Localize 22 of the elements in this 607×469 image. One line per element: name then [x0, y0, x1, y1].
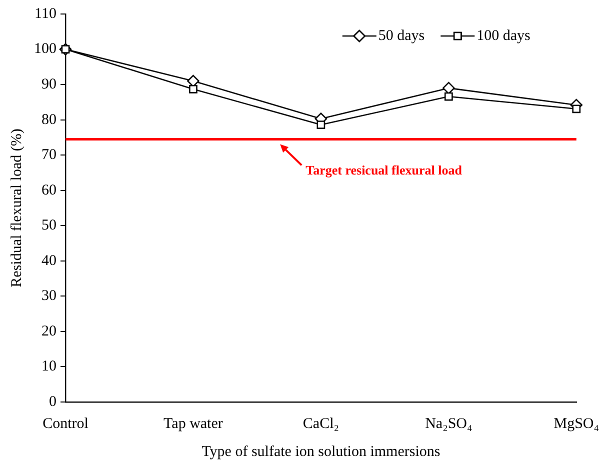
x-tick-label: Control [42, 416, 88, 432]
y-tick-label: 50 [42, 218, 56, 234]
legend-label: 100 days [476, 28, 531, 44]
y-tick-label: 100 [34, 41, 56, 58]
y-tick-label: 30 [42, 288, 56, 304]
x-tick-label: Na₂SO₄ [425, 416, 472, 432]
y-tick-label: 10 [42, 358, 56, 375]
x-axis-title: Type of sulfate ion solution immersions [202, 444, 440, 460]
x-tick-label: Tap water [164, 416, 223, 432]
x-tick-label: CaCl₂ [302, 416, 339, 432]
y-tick-label: 70 [42, 147, 56, 164]
legend-label: 50 days [378, 28, 425, 44]
y-tick-label: 90 [42, 76, 56, 92]
x-tick-label: MgSO₄ [554, 416, 600, 432]
ref-line-label: Target resicual flexural load [306, 162, 463, 178]
y-tick-label: 110 [34, 6, 56, 22]
y-tick-label: 20 [42, 323, 56, 340]
y-tick-label: 40 [42, 252, 56, 269]
y-axis-title: Residual flexural load (%) [8, 128, 25, 288]
y-tick-label: 0 [49, 394, 56, 410]
y-tick-label: 80 [42, 112, 56, 128]
y-tick-label: 60 [42, 182, 56, 198]
